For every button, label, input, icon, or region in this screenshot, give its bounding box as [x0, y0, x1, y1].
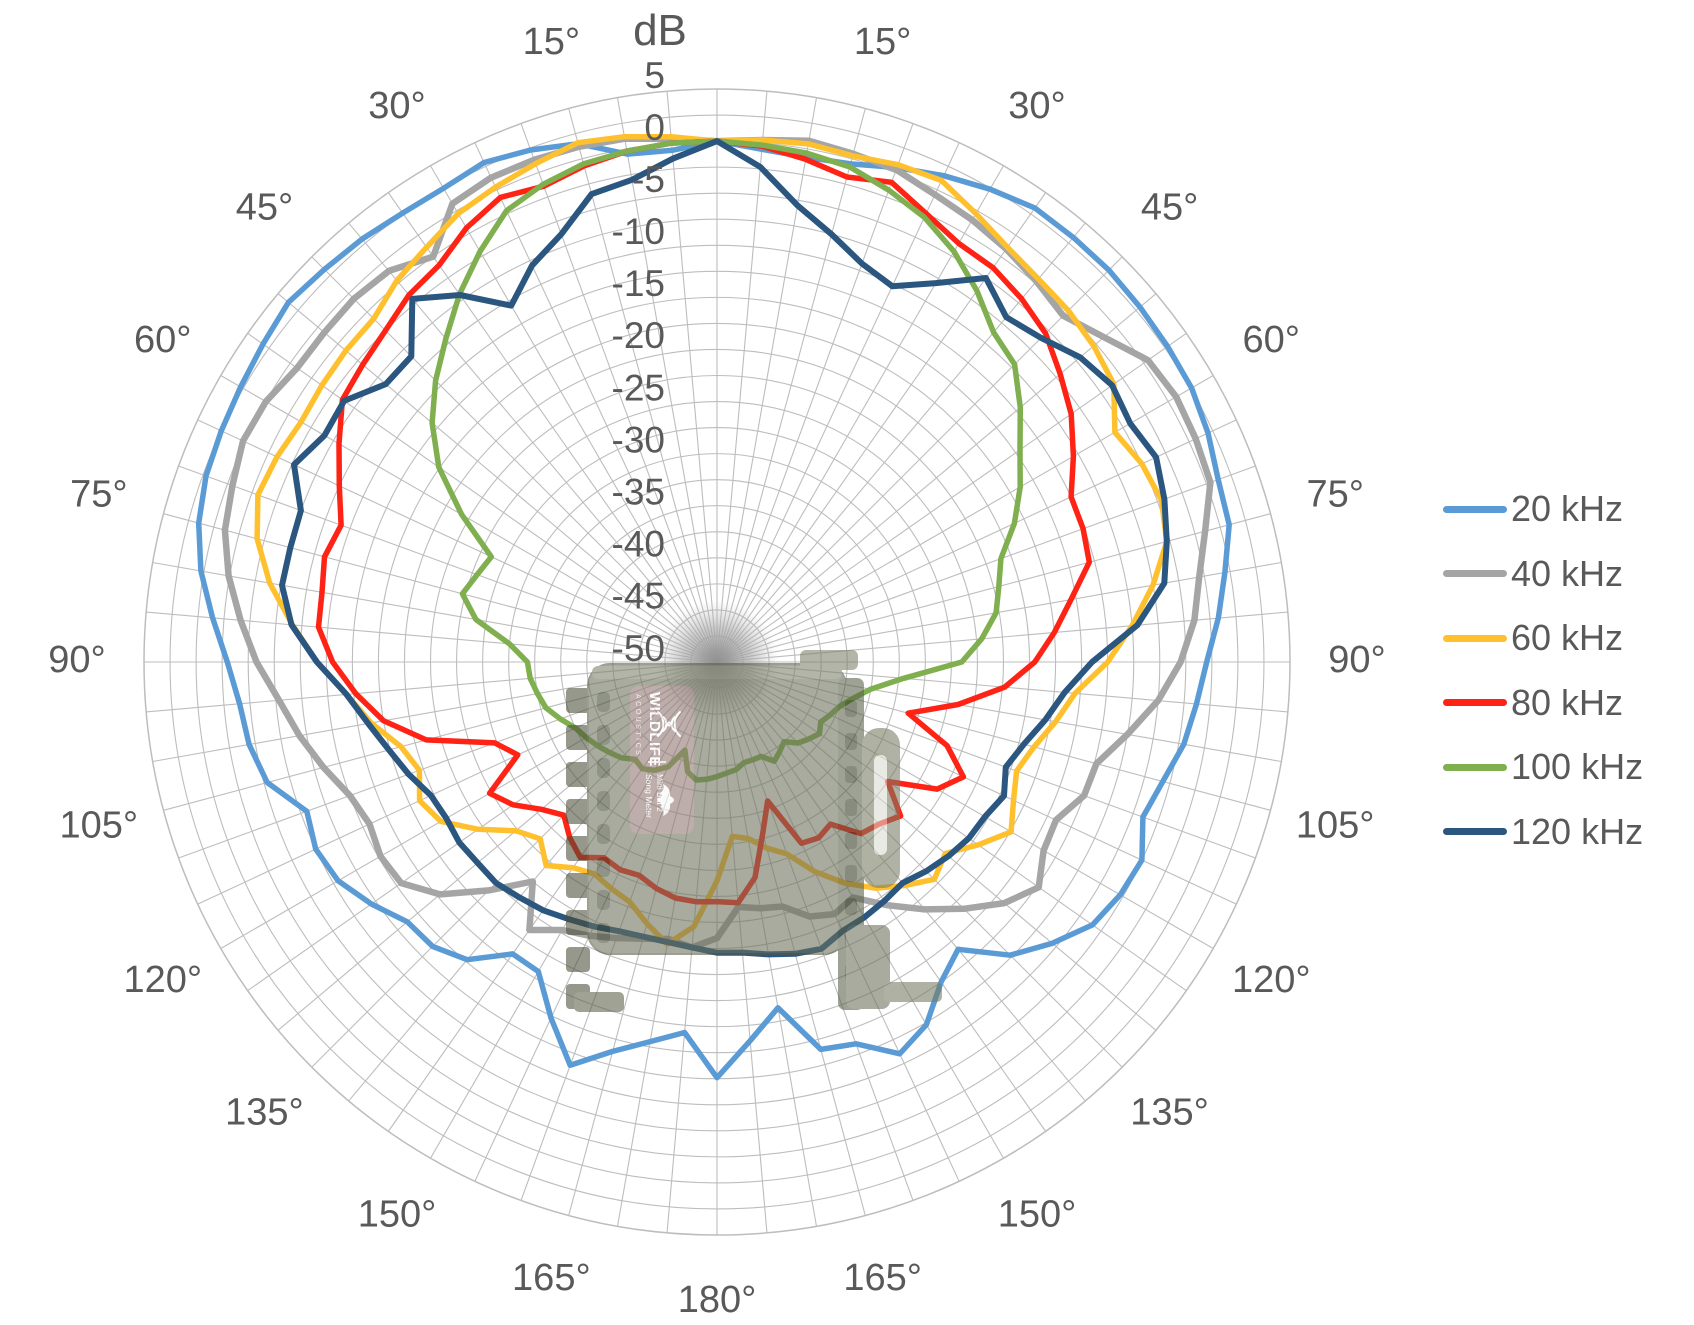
legend-label: 60 kHz	[1511, 617, 1624, 659]
device-bracket-lower	[846, 925, 890, 1009]
device-hinge-strip	[566, 688, 590, 1009]
radial-tick-label: -10	[612, 211, 665, 252]
radial-tick-label: -5	[632, 159, 665, 200]
radial-tick-label: -30	[612, 419, 665, 460]
angle-label: 150°	[998, 1193, 1077, 1235]
legend-item-40-kHz: 40 kHz	[1443, 542, 1643, 607]
angle-label: 75°	[1306, 473, 1363, 515]
device-label-brand: WILDLIFE	[646, 692, 663, 767]
device-label-brand2: ACOUSTICS	[634, 694, 641, 757]
legend-item-20-kHz: 20 kHz	[1443, 477, 1643, 542]
axis-labels: dB5 0 -5 -10 -15 -20 -25 -30 -35 -40 -45 -50 15° 15° 3…	[48, 6, 1385, 1321]
angle-label: 165°	[512, 1257, 591, 1299]
angle-label: 105°	[1296, 805, 1375, 847]
radial-tick-label: 0	[644, 107, 665, 148]
radial-tick-label: -40	[612, 524, 665, 565]
angle-label: 15°	[854, 21, 911, 63]
radial-tick-label: 5	[644, 55, 665, 96]
device-vent-slots	[597, 692, 610, 943]
radial-axis-title: dB	[633, 6, 687, 55]
radial-tick-label: -25	[612, 367, 665, 408]
device-label: WILDLIFE ACOUSTICS Song Meter Mini Bat 2	[630, 686, 694, 834]
angle-label: 120°	[1232, 959, 1311, 1001]
angle-label: 135°	[225, 1092, 304, 1134]
angle-label: 105°	[60, 805, 139, 847]
legend-label: 20 kHz	[1511, 488, 1624, 530]
legend-label: 120 kHz	[1511, 810, 1644, 852]
legend-swatch	[1443, 828, 1507, 836]
acoustic-wave-icon	[657, 711, 681, 737]
legend-swatch	[1443, 763, 1507, 771]
radial-tick-label: -50	[612, 628, 665, 669]
angle-label: 165°	[843, 1257, 922, 1299]
angle-label: 150°	[358, 1193, 437, 1235]
angle-label: 75°	[70, 473, 127, 515]
device-top-tab	[800, 650, 858, 670]
angle-label: 15°	[523, 21, 580, 63]
angle-label: 90°	[48, 639, 105, 681]
device-body	[587, 663, 847, 955]
legend-label: 80 kHz	[1511, 681, 1624, 723]
legend-item-120-kHz: 120 kHz	[1443, 800, 1643, 865]
legend-swatch	[1443, 634, 1507, 642]
device-bracket-slot	[874, 755, 887, 855]
legend-label: 40 kHz	[1511, 552, 1624, 594]
legend-swatch	[1443, 699, 1507, 707]
angle-label: 45°	[1141, 186, 1198, 228]
angle-label: 135°	[1130, 1092, 1209, 1134]
device-watermark: WILDLIFE ACOUSTICS Song Meter Mini Bat 2	[566, 650, 942, 1012]
device-foot-right	[884, 982, 942, 1002]
device-label-model2: Mini Bat 2	[655, 774, 665, 812]
angle-label: 30°	[1008, 85, 1065, 127]
device-lid-edge	[592, 666, 842, 679]
radial-tick-label: -45	[612, 576, 665, 617]
radial-tick-label: -35	[612, 472, 665, 513]
angle-label: 120°	[123, 959, 202, 1001]
device-foot-left	[574, 992, 624, 1012]
angle-label: 90°	[1328, 639, 1385, 681]
legend-item-100-kHz: 100 kHz	[1443, 735, 1643, 800]
legend-swatch	[1443, 570, 1507, 578]
legend-swatch	[1443, 505, 1507, 513]
angle-label: 30°	[368, 85, 425, 127]
angle-label: 60°	[134, 319, 191, 361]
legend-label: 100 kHz	[1511, 746, 1644, 788]
bat-icon	[657, 784, 674, 816]
legend: 20 kHz 40 kHz 60 kHz 80 kHz 100 kHz 120 kHz	[1443, 477, 1643, 864]
radial-tick-label: -20	[612, 315, 665, 356]
radial-tick-label: -15	[612, 263, 665, 304]
device-label-model1: Song Meter	[644, 774, 654, 818]
legend-item-80-kHz: 80 kHz	[1443, 671, 1643, 736]
angle-label: 60°	[1243, 319, 1300, 361]
legend-item-60-kHz: 60 kHz	[1443, 606, 1643, 671]
angle-label-180: 180°	[678, 1279, 757, 1321]
angle-label: 45°	[236, 186, 293, 228]
series-20-kHz	[195, 138, 1232, 1081]
